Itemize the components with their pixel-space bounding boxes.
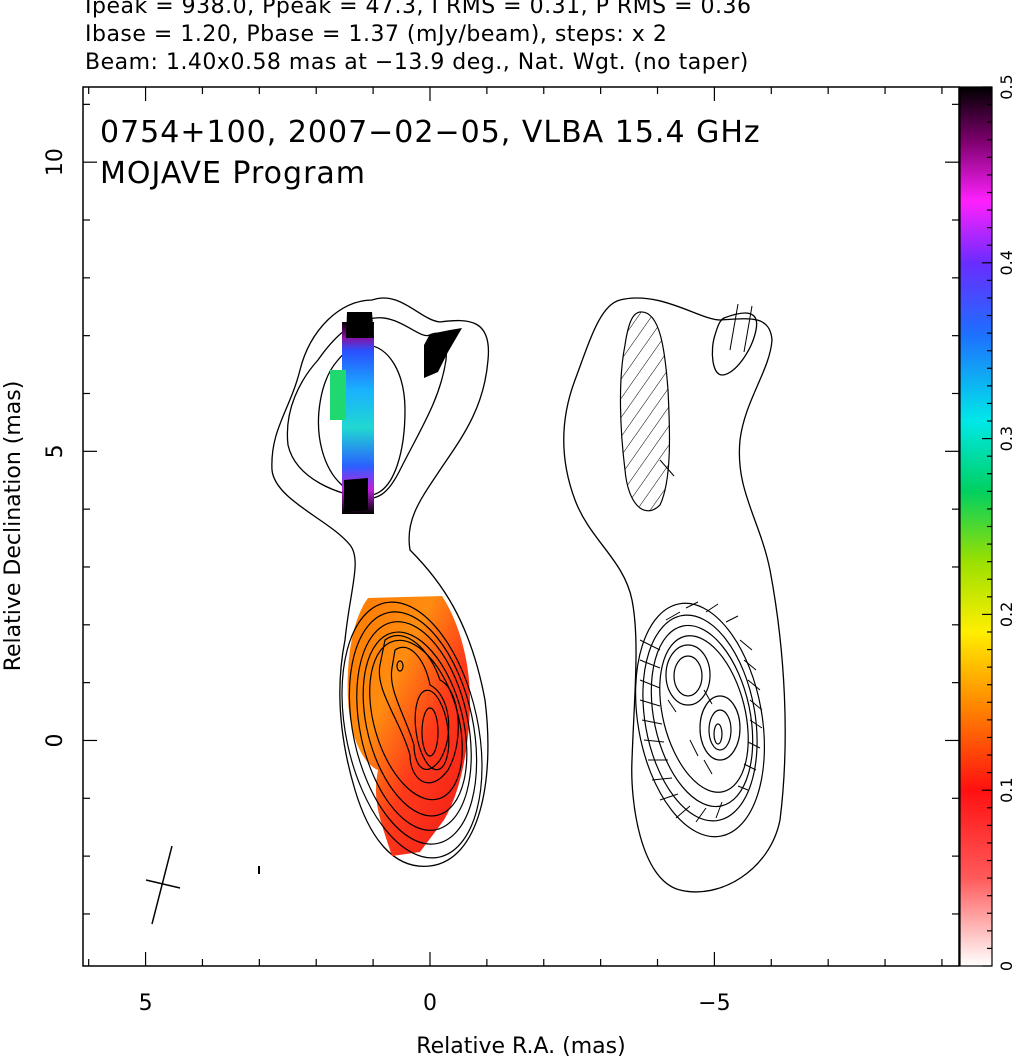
image-layer (145, 297, 786, 925)
colorbar-tick-label: 0.3 (997, 426, 1016, 451)
evpa-sticks (639, 303, 763, 823)
plot-frame (82, 86, 960, 967)
beam-marker (145, 845, 181, 925)
x-axis-title: Relative R.A. (mas) (416, 1034, 625, 1059)
jet-black-knot (424, 328, 462, 378)
colorbar-tick-label: 0 (997, 961, 1016, 971)
pol-hatched-region (619, 311, 671, 512)
colorbar-tick-label: 0.2 (997, 602, 1016, 627)
jet-green-patch (330, 370, 346, 420)
y-tick-label: 0 (43, 733, 68, 747)
header-line-2: Ibase = 1.20, Pbase = 1.37 (mJy/beam), s… (85, 22, 668, 47)
core-contours (341, 601, 483, 859)
chart-title: 0754+100, 2007−02−05, VLBA 15.4 GHz (100, 115, 761, 150)
pol-contour-outer (563, 297, 786, 893)
chart-subtitle: MOJAVE Program (100, 156, 366, 191)
x-tick-label: 0 (423, 991, 437, 1016)
pol-contour-small (711, 312, 758, 376)
colorbar-tick-label: 0.1 (997, 777, 1016, 802)
colorbar-tick-label: 0.5 (997, 74, 1016, 99)
jet-black-peak-top (346, 312, 374, 338)
colorbar-ticks: 0 0.1 0.2 0.3 0.4 0.5 (982, 74, 1016, 971)
y-axis-title: Relative Declination (mas) (1, 381, 26, 672)
jet-black-peak-bottom (344, 478, 368, 512)
axis-tick-labels: 5 0 −5 0 5 10 (43, 148, 731, 1016)
header-line-1: Ipeak = 938.0, Ppeak = 47.3, I RMS = 0.3… (85, 0, 752, 19)
header-line-3: Beam: 1.40x0.58 mas at −13.9 deg., Nat. … (85, 50, 749, 75)
contour-outer (271, 297, 490, 867)
axis-ticks (83, 87, 959, 966)
x-tick-label: −5 (698, 991, 730, 1016)
x-tick-label: 5 (139, 991, 153, 1016)
y-tick-label: 10 (43, 148, 68, 176)
colorbar-tick-label: 0.4 (997, 250, 1016, 275)
y-tick-label: 5 (43, 444, 68, 458)
